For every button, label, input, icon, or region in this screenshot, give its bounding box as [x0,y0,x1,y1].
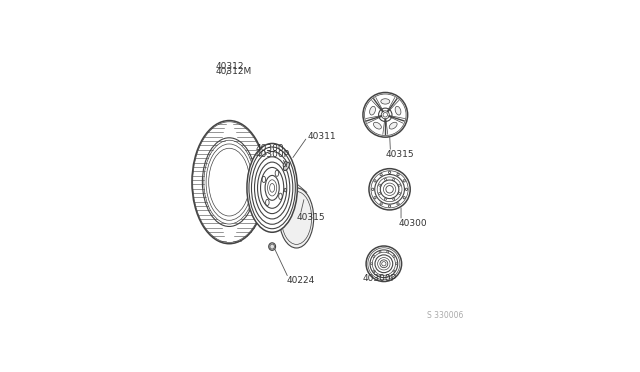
Ellipse shape [389,122,397,129]
Text: 40300: 40300 [256,144,284,153]
Ellipse shape [373,256,375,257]
Ellipse shape [379,251,381,253]
Ellipse shape [370,106,376,115]
Ellipse shape [247,144,298,232]
Text: 40224: 40224 [287,276,315,285]
Ellipse shape [374,197,376,199]
Text: 40300P: 40300P [362,273,396,283]
Ellipse shape [371,263,372,265]
Ellipse shape [369,169,410,210]
Ellipse shape [396,263,397,265]
Ellipse shape [374,122,381,129]
Ellipse shape [372,188,374,190]
Ellipse shape [269,243,276,250]
Ellipse shape [379,192,381,195]
Text: 40300P: 40300P [256,150,290,158]
Ellipse shape [393,270,395,272]
Ellipse shape [397,173,399,176]
Ellipse shape [374,180,376,182]
Ellipse shape [385,178,387,180]
Ellipse shape [387,251,388,253]
Ellipse shape [387,275,388,276]
Ellipse shape [363,93,408,137]
Text: 40312: 40312 [216,62,244,71]
Text: 40315: 40315 [296,214,325,222]
Ellipse shape [379,184,381,186]
Ellipse shape [388,171,390,173]
Ellipse shape [380,203,382,205]
Ellipse shape [403,180,405,182]
Ellipse shape [283,161,287,167]
Ellipse shape [381,99,390,104]
Ellipse shape [405,188,408,190]
Ellipse shape [395,106,401,115]
Ellipse shape [385,198,387,200]
Ellipse shape [279,188,314,248]
Ellipse shape [403,197,405,199]
Text: S 330006: S 330006 [427,311,463,320]
Ellipse shape [284,162,289,170]
Text: 40312M: 40312M [216,67,252,76]
Ellipse shape [366,246,402,282]
Text: 40300: 40300 [398,219,427,228]
Ellipse shape [399,192,401,195]
Ellipse shape [380,173,382,176]
Text: 40311: 40311 [308,132,337,141]
Ellipse shape [393,256,395,257]
Ellipse shape [393,198,395,200]
Ellipse shape [388,205,390,207]
Ellipse shape [399,184,401,186]
Ellipse shape [373,270,375,272]
Ellipse shape [192,121,266,244]
Ellipse shape [379,275,381,276]
Text: 40315: 40315 [385,150,414,160]
Ellipse shape [393,178,395,180]
Ellipse shape [397,203,399,205]
